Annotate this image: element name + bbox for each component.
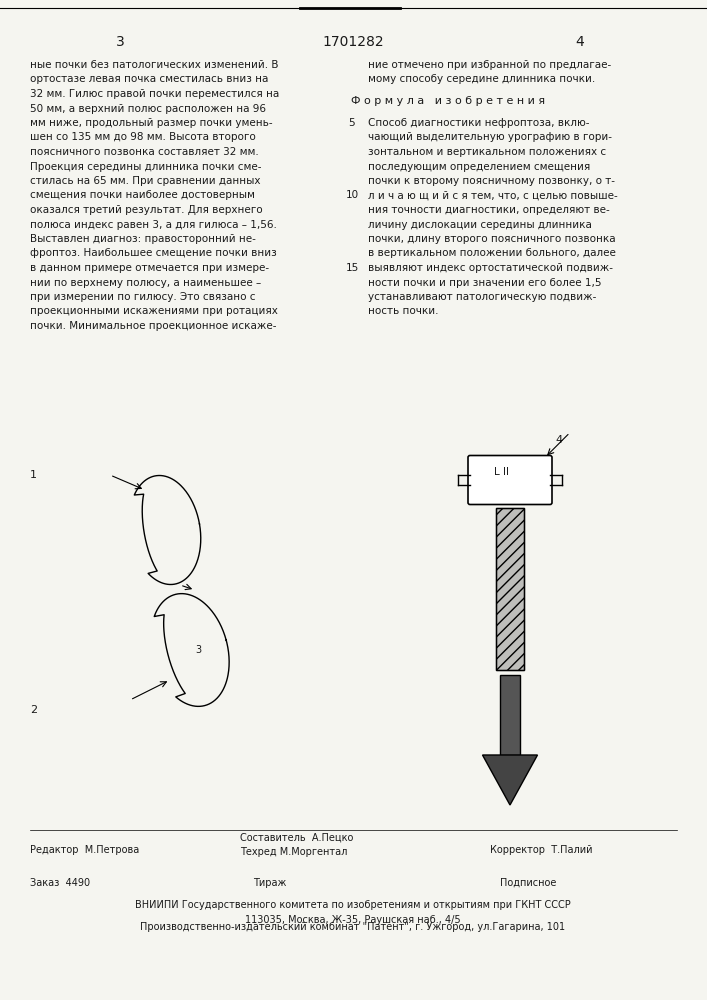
Text: 3: 3 bbox=[116, 35, 124, 49]
Text: 3: 3 bbox=[195, 645, 201, 655]
Text: фроптоз. Наибольшее смещение почки вниз: фроптоз. Наибольшее смещение почки вниз bbox=[30, 248, 276, 258]
Text: личину дислокации середины длинника: личину дислокации середины длинника bbox=[368, 220, 592, 230]
Text: Тираж: Тираж bbox=[253, 878, 286, 888]
Text: L II: L II bbox=[494, 467, 510, 477]
Text: нии по верхнему полюсу, а наименьшее –: нии по верхнему полюсу, а наименьшее – bbox=[30, 277, 262, 288]
Text: выявляют индекс ортостатической подвиж-: выявляют индекс ортостатической подвиж- bbox=[368, 263, 613, 273]
Text: 1: 1 bbox=[30, 470, 37, 480]
Text: Выставлен диагноз: правосторонний не-: Выставлен диагноз: правосторонний не- bbox=[30, 234, 256, 244]
Text: 5: 5 bbox=[349, 118, 356, 128]
Text: 15: 15 bbox=[346, 263, 358, 273]
Bar bbox=[496, 508, 524, 670]
Text: стилась на 65 мм. При сравнении данных: стилась на 65 мм. При сравнении данных bbox=[30, 176, 260, 186]
Text: Заказ  4490: Заказ 4490 bbox=[30, 878, 90, 888]
Text: ортостазе левая почка сместилась вниз на: ортостазе левая почка сместилась вниз на bbox=[30, 75, 269, 85]
Text: оказался третий результат. Для верхнего: оказался третий результат. Для верхнего bbox=[30, 205, 262, 215]
Text: 4: 4 bbox=[555, 435, 562, 445]
Text: Редактор  М.Петрова: Редактор М.Петрова bbox=[30, 845, 139, 855]
Text: устанавливают патологическую подвиж-: устанавливают патологическую подвиж- bbox=[368, 292, 597, 302]
Text: Способ диагностики нефроптоза, вклю-: Способ диагностики нефроптоза, вклю- bbox=[368, 118, 590, 128]
Text: ния точности диагностики, определяют ве-: ния точности диагностики, определяют ве- bbox=[368, 205, 609, 215]
Text: 32 мм. Гилюс правой почки переместился на: 32 мм. Гилюс правой почки переместился н… bbox=[30, 89, 279, 99]
Text: Производственно-издательский комбинат "Патент", г. Ужгород, ул.Гагарина, 101: Производственно-издательский комбинат "П… bbox=[141, 922, 566, 932]
Polygon shape bbox=[482, 755, 537, 805]
Text: шен со 135 мм до 98 мм. Высота второго: шен со 135 мм до 98 мм. Высота второго bbox=[30, 132, 256, 142]
Bar bbox=[500, 675, 520, 755]
Text: мому способу середине длинника почки.: мому способу середине длинника почки. bbox=[368, 75, 595, 85]
Text: последующим определением смещения: последующим определением смещения bbox=[368, 161, 590, 172]
Text: почки, длину второго поясничного позвонка: почки, длину второго поясничного позвонк… bbox=[368, 234, 616, 244]
Text: при измерении по гилюсу. Это связано с: при измерении по гилюсу. Это связано с bbox=[30, 292, 255, 302]
Text: л и ч а ю щ и й с я тем, что, с целью повыше-: л и ч а ю щ и й с я тем, что, с целью по… bbox=[368, 190, 618, 200]
Text: 2: 2 bbox=[30, 705, 37, 715]
Text: 113035, Москва, Ж-35, Раушская наб., 4/5: 113035, Москва, Ж-35, Раушская наб., 4/5 bbox=[245, 915, 461, 925]
Text: Техред М.Моргентал: Техред М.Моргентал bbox=[240, 847, 347, 857]
Text: 10: 10 bbox=[346, 190, 358, 200]
Text: проекционными искажениями при ротациях: проекционными искажениями при ротациях bbox=[30, 306, 278, 316]
Text: смещения почки наиболее достоверным: смещения почки наиболее достоверным bbox=[30, 190, 255, 200]
FancyBboxPatch shape bbox=[468, 456, 552, 504]
Text: полюса индекс равен 3, а для гилюса – 1,56.: полюса индекс равен 3, а для гилюса – 1,… bbox=[30, 220, 277, 230]
Text: зонтальном и вертикальном положениях с: зонтальном и вертикальном положениях с bbox=[368, 147, 606, 157]
Text: 50 мм, а верхний полюс расположен на 96: 50 мм, а верхний полюс расположен на 96 bbox=[30, 104, 266, 113]
Text: ВНИИПИ Государственного комитета по изобретениям и открытиям при ГКНТ СССР: ВНИИПИ Государственного комитета по изоб… bbox=[135, 900, 571, 910]
Text: в данном примере отмечается при измере-: в данном примере отмечается при измере- bbox=[30, 263, 269, 273]
Text: ние отмечено при избранной по предлагае-: ние отмечено при избранной по предлагае- bbox=[368, 60, 612, 70]
Bar bbox=[496, 508, 524, 670]
Text: Составитель  А.Пецко: Составитель А.Пецко bbox=[240, 833, 354, 843]
Text: Ф о р м у л а   и з о б р е т е н и я: Ф о р м у л а и з о б р е т е н и я bbox=[351, 96, 545, 106]
Text: Проекция середины длинника почки сме-: Проекция середины длинника почки сме- bbox=[30, 161, 262, 172]
Text: Подписное: Подписное bbox=[500, 878, 556, 888]
Text: Корректор  Т.Палий: Корректор Т.Палий bbox=[490, 845, 592, 855]
Text: ные почки без патологических изменений. В: ные почки без патологических изменений. … bbox=[30, 60, 279, 70]
Text: 1701282: 1701282 bbox=[322, 35, 384, 49]
Text: 4: 4 bbox=[575, 35, 585, 49]
Text: в вертикальном положении больного, далее: в вертикальном положении больного, далее bbox=[368, 248, 616, 258]
Text: ности почки и при значении его более 1,5: ности почки и при значении его более 1,5 bbox=[368, 277, 602, 288]
Text: поясничного позвонка составляет 32 мм.: поясничного позвонка составляет 32 мм. bbox=[30, 147, 259, 157]
Text: ность почки.: ность почки. bbox=[368, 306, 438, 316]
Text: почки. Минимальное проекционное искаже-: почки. Минимальное проекционное искаже- bbox=[30, 321, 276, 331]
Text: чающий выделительную урографию в гори-: чающий выделительную урографию в гори- bbox=[368, 132, 612, 142]
Text: почки к второму поясничному позвонку, о т-: почки к второму поясничному позвонку, о … bbox=[368, 176, 615, 186]
Text: мм ниже, продольный размер почки умень-: мм ниже, продольный размер почки умень- bbox=[30, 118, 273, 128]
